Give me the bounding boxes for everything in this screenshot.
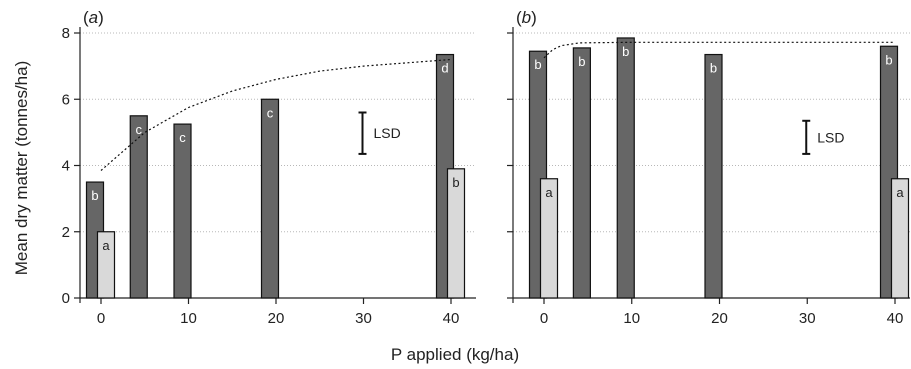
x-tick-label: 10 (180, 310, 197, 327)
bar-label: b (622, 44, 629, 59)
y-tick-label: 8 (62, 25, 70, 42)
bar-light (446, 168, 466, 299)
panel-label: (b) (516, 8, 537, 27)
x-tick-label: 20 (268, 310, 285, 327)
x-tick-label: 40 (887, 310, 904, 327)
bar-light (890, 178, 910, 299)
panel-a: 0 2 4 6 8 0 10 20 30 40 (a) b c c c d a b LSD (62, 8, 476, 327)
bar-dark (616, 37, 635, 299)
bar-light (96, 231, 116, 299)
bar-label: b (91, 188, 98, 203)
y-tick-label: 6 (62, 91, 70, 108)
y-tick-label: 2 (62, 224, 70, 241)
bar-label: b (710, 61, 717, 76)
bar-dark (173, 123, 192, 299)
bar-dark (129, 115, 148, 299)
bar-label: a (545, 185, 553, 200)
bar-label: a (102, 238, 110, 253)
bar-label: a (896, 185, 904, 200)
bar-label: b (578, 54, 585, 69)
panel-label: (a) (83, 8, 104, 27)
x-axis-title: P applied (kg/ha) (391, 345, 519, 364)
x-tick-label: 40 (443, 310, 460, 327)
bar-label: d (441, 61, 448, 76)
x-tick-label: 0 (97, 310, 105, 327)
bar-light (539, 178, 559, 299)
bar-label: b (534, 57, 541, 72)
bar-label: b (452, 175, 459, 190)
bar-label: c (136, 122, 143, 137)
lsd-label: LSD (374, 125, 401, 141)
fitted-curve (543, 41, 895, 59)
y-tick-label: 0 (62, 290, 70, 307)
lsd-label: LSD (817, 129, 844, 145)
y-tick-label: 4 (62, 158, 70, 175)
panel-b: 0 10 20 30 40 (b) b b b b b a a LSD (507, 8, 910, 327)
bar-dark (572, 47, 591, 299)
x-tick-label: 20 (711, 310, 728, 327)
bar-label: c (179, 130, 186, 145)
bar-label: c (267, 105, 274, 120)
bar-dark (260, 98, 280, 299)
y-axis-title: Mean dry matter (tonnes/ha) (12, 61, 31, 275)
x-tick-label: 30 (799, 310, 816, 327)
x-tick-label: 10 (623, 310, 640, 327)
x-tick-label: 0 (540, 310, 548, 327)
bar-label: b (885, 52, 892, 67)
bar-dark (704, 53, 723, 299)
x-tick-label: 30 (355, 310, 372, 327)
